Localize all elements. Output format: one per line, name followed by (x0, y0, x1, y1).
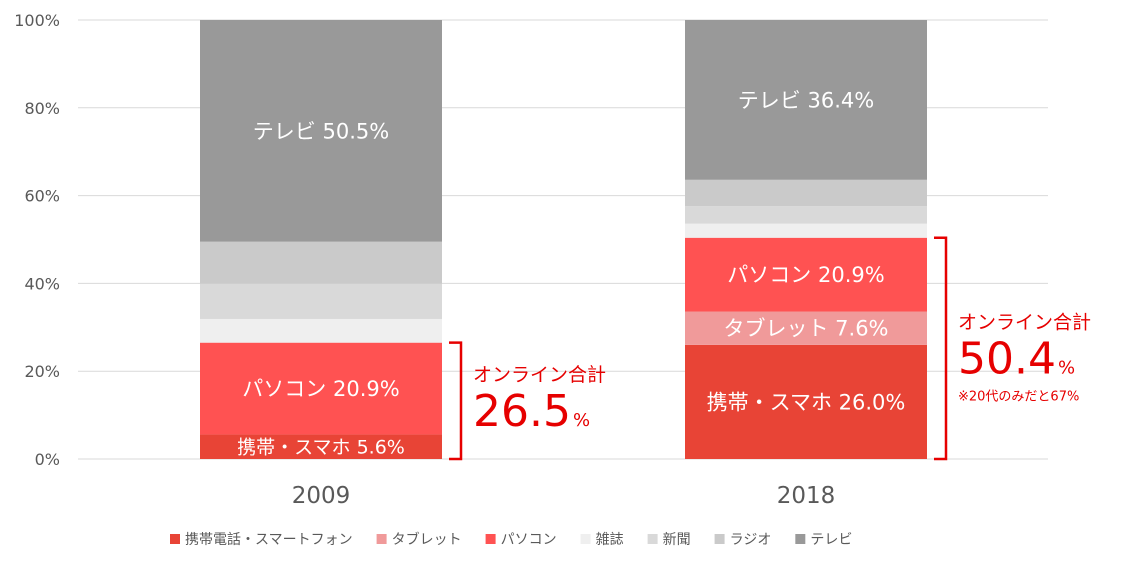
annotation-note: ※20代のみだと67% (958, 389, 1079, 404)
bar-segment-2018 (685, 20, 927, 180)
bar-segment-2018 (685, 206, 927, 224)
legend-swatch (714, 534, 725, 544)
legend-swatch (795, 534, 806, 544)
bar-segment-2009 (200, 20, 442, 242)
x-tick-label: 2018 (777, 483, 836, 509)
bar-segment-2018 (685, 344, 927, 459)
y-tick-label: 80% (24, 99, 60, 118)
annotation-unit: % (573, 410, 590, 431)
legend-label: テレビ (810, 532, 852, 548)
bar-segment-2009 (200, 283, 442, 319)
legend-label: 雑誌 (596, 532, 624, 548)
legend-swatch (647, 534, 658, 544)
legend-label: 携帯電話・スマートフォン (185, 531, 353, 548)
bracket (934, 236, 948, 461)
legend-label: タブレット (392, 531, 462, 548)
y-tick-label: 60% (24, 187, 60, 206)
legend-swatch (170, 534, 180, 544)
legend-label: 新聞 (663, 532, 691, 548)
bar-segment-2018 (685, 237, 927, 312)
y-tick-label: 0% (35, 450, 60, 469)
y-tick-label: 20% (24, 362, 60, 381)
bar-segment-2009 (200, 342, 442, 435)
data-label: テレビ 50.5% (253, 119, 389, 143)
legend-swatch (376, 534, 387, 544)
bar-segment-2009 (200, 434, 442, 459)
legend-swatch (485, 534, 496, 544)
annotation-title: オンライン合計 (473, 364, 606, 386)
annotation-title: オンライン合計 (958, 311, 1091, 333)
bar-segment-2018 (685, 223, 927, 238)
x-tick-label: 2009 (292, 483, 351, 509)
data-label: 携帯・スマホ 5.6% (237, 437, 405, 459)
legend-label: パソコン (501, 532, 557, 548)
bar-segment-2009 (200, 318, 442, 343)
data-label: パソコン 20.9% (242, 377, 399, 401)
y-tick-label: 100% (14, 11, 60, 30)
data-label: 携帯・スマホ 26.0% (707, 390, 906, 414)
bar-segment-2009 (200, 241, 442, 284)
data-label: パソコン 20.9% (727, 263, 884, 287)
bracket (449, 341, 463, 461)
legend-label: ラジオ (730, 532, 772, 548)
bar-segment-2018 (685, 311, 927, 345)
annotation-value: 26.5 (473, 386, 571, 437)
data-label: テレビ 36.4% (738, 88, 874, 112)
annotation-value: 50.4 (958, 333, 1056, 384)
bar-segment-2018 (685, 179, 927, 207)
legend-swatch (580, 534, 591, 544)
data-label: タブレット 7.6% (723, 317, 888, 341)
annotation-unit: % (1058, 357, 1075, 378)
y-tick-label: 40% (24, 274, 60, 293)
